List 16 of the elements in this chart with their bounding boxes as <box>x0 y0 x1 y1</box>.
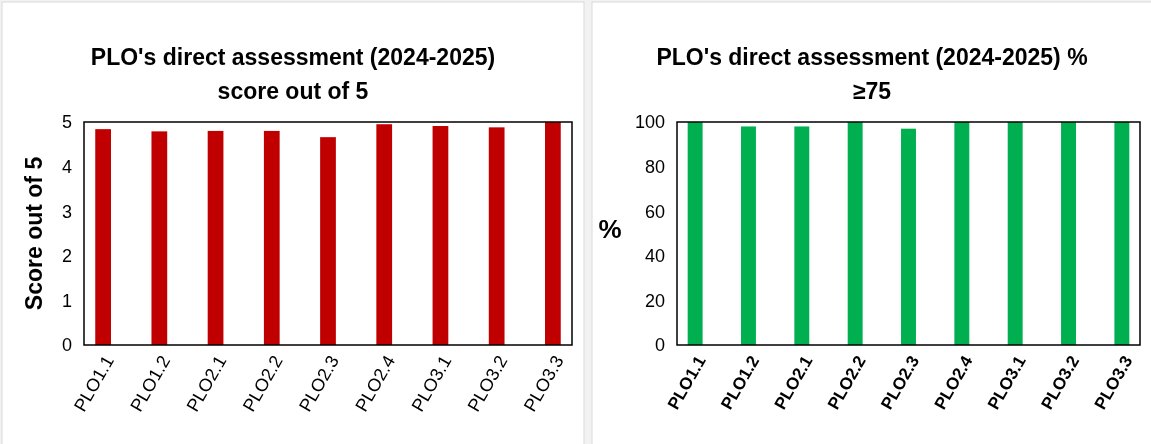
y-tick-label: 40 <box>644 246 665 267</box>
y-tick-label: 4 <box>61 156 72 177</box>
y-tick-label: 0 <box>654 335 665 356</box>
y-tick-label: 2 <box>61 246 72 267</box>
y-tick-label: 3 <box>61 201 72 222</box>
y-axis-title: % <box>598 213 622 244</box>
y-tick-label: 80 <box>644 156 665 177</box>
y-axis-title: Score out of 5 <box>21 156 47 311</box>
y-tick-label: 5 <box>61 112 72 133</box>
y-tick-label: 0 <box>61 335 72 356</box>
y-tick-label: 20 <box>644 290 665 311</box>
y-tick-label: 60 <box>644 201 665 222</box>
chart-title: PLO's direct assessment (2024-2025) score out of 5 <box>90 44 496 104</box>
y-tick-label: 100 <box>634 112 665 133</box>
chart-title: PLO's direct assessment (2024-2025) % ≥75 <box>656 44 1088 104</box>
y-tick-label: 1 <box>61 290 72 311</box>
